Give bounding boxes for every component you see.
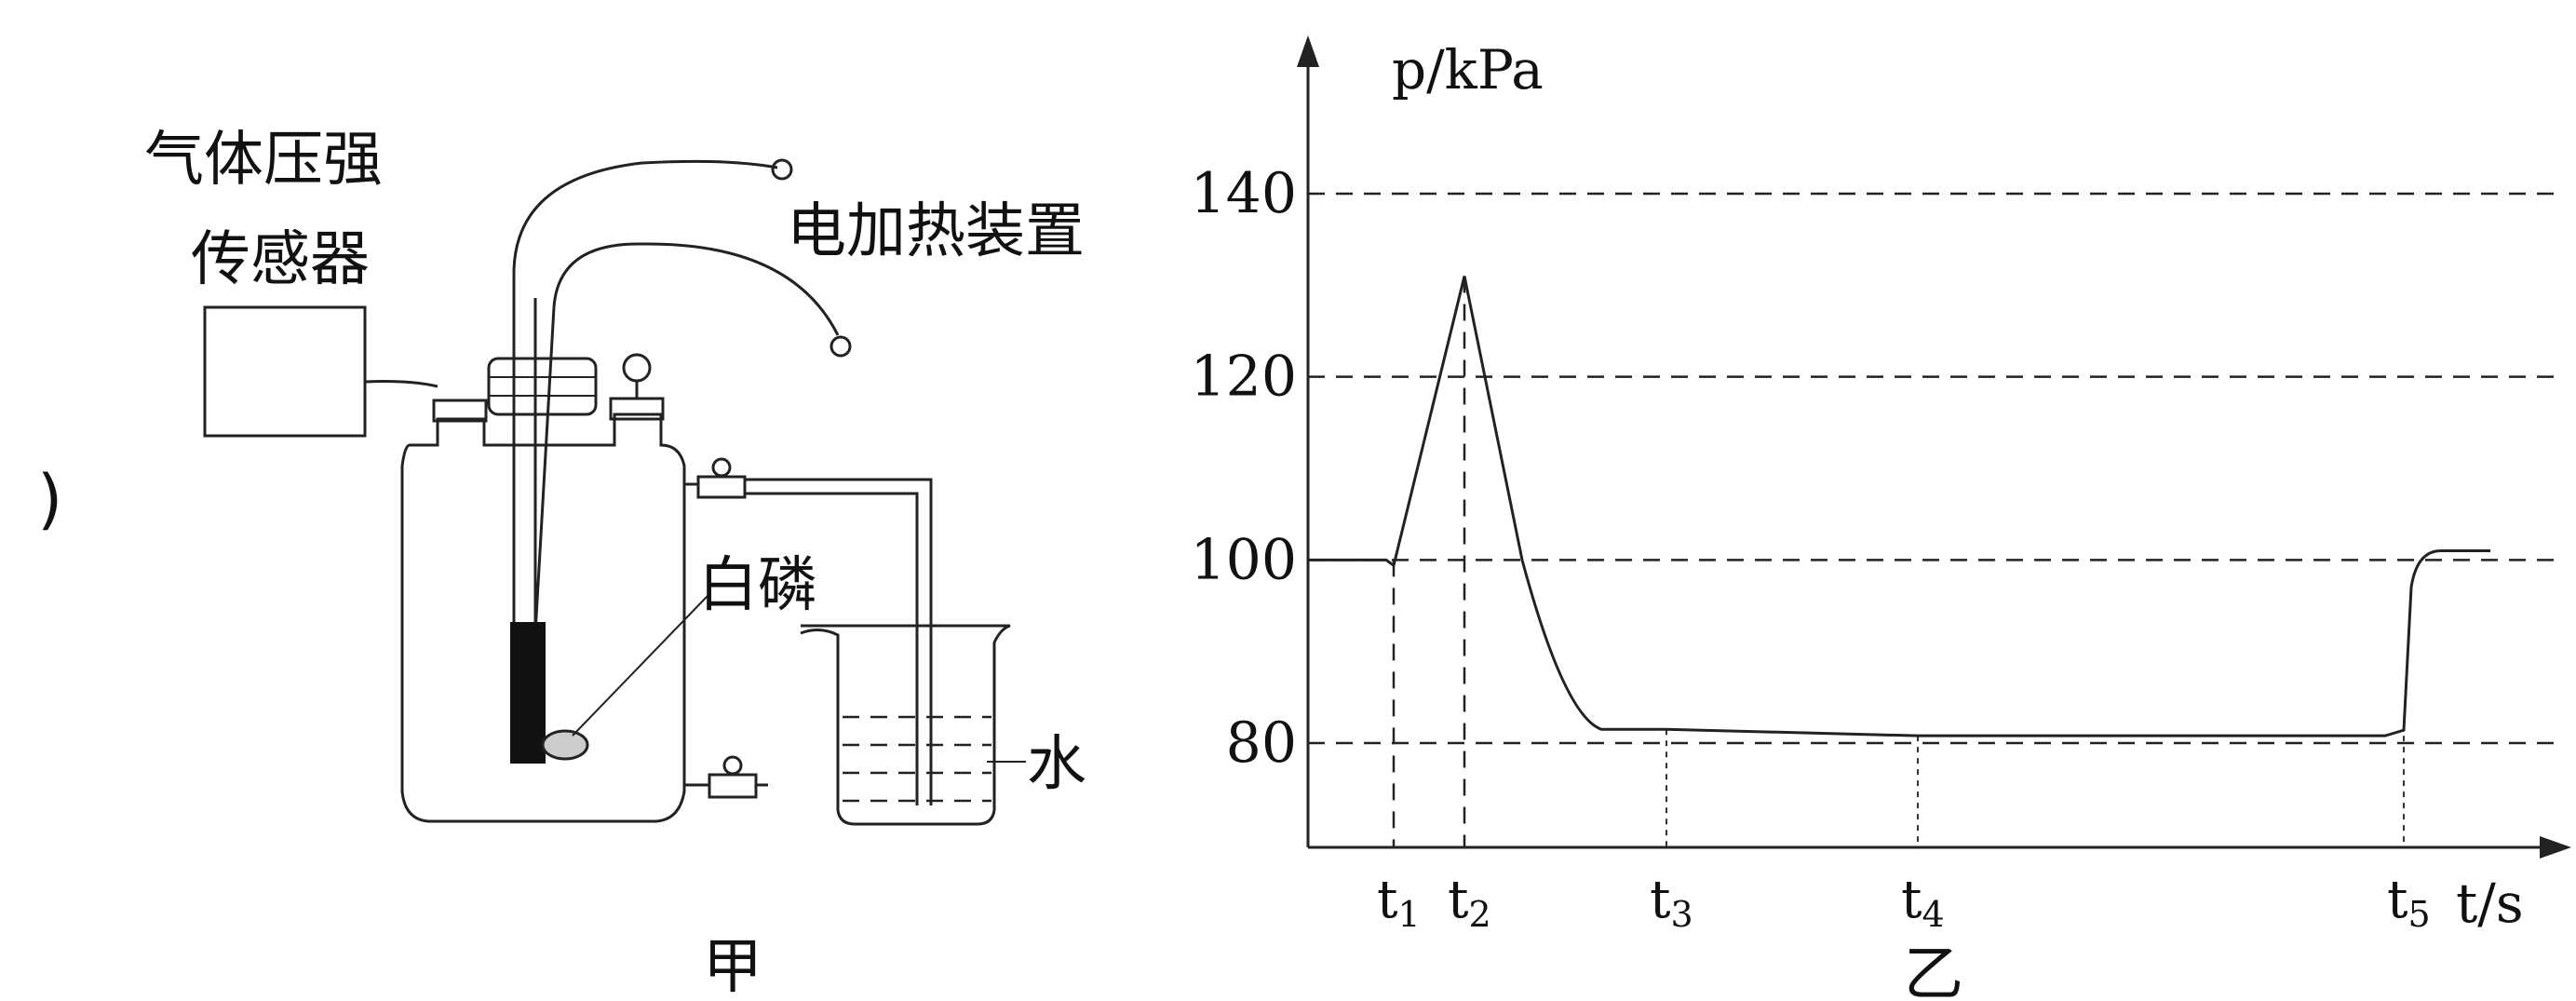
- x-marker-label-t1: t1: [1377, 870, 1421, 935]
- fragment-parenthesis: ): [37, 461, 62, 537]
- phosphorus-pointer: [572, 595, 708, 737]
- rubber-stopper: [487, 357, 598, 416]
- x-markers: t1 t2 t3 t4 t5: [1377, 276, 2431, 935]
- chart-grid: [1308, 192, 2556, 745]
- y-tick-label-140: 140: [1190, 161, 1297, 226]
- heater-wire-1: [512, 159, 778, 307]
- upper-stopcock-knob: [711, 457, 732, 478]
- glass-tube-inner: [745, 492, 919, 805]
- apparatus-caption: 甲: [703, 933, 762, 1001]
- x-axis-label: t/s: [2456, 872, 2524, 935]
- sensor-label-line1: 气体压强: [144, 126, 383, 195]
- chart-caption: 乙: [1904, 940, 1963, 1001]
- heater-wire-2-end: [829, 335, 852, 358]
- y-axis-label: p/kPa: [1392, 38, 1544, 101]
- water-label: 水: [1027, 730, 1086, 799]
- lower-stopcock-knob: [722, 755, 743, 776]
- y-axis-arrow: [1297, 35, 1319, 67]
- heating-element: [510, 622, 546, 764]
- y-tick-label-120: 120: [1190, 345, 1297, 410]
- x-marker-label-t4: t4: [1901, 870, 1945, 935]
- x-marker-label-t3: t3: [1650, 870, 1693, 935]
- phosphorus-label: 白磷: [698, 551, 817, 620]
- x-axis-arrow: [2540, 836, 2571, 859]
- y-tick-label-100: 100: [1190, 527, 1297, 592]
- pressure-chart: p/kPa t/s 80 100 120 140 t1 t2 t3 t4 t5 乙: [1190, 35, 2571, 1001]
- upper-stopcock: [696, 475, 747, 499]
- heater-wire-1-end: [771, 158, 793, 181]
- lower-stopcock: [708, 773, 758, 799]
- pressure-sensor-box: [203, 305, 367, 438]
- white-phosphorus: [541, 729, 589, 761]
- x-marker-label-t2: t2: [1448, 870, 1491, 935]
- wide-mouth-bottle: [400, 413, 686, 823]
- y-tick-label-80: 80: [1226, 710, 1297, 776]
- sensor-label-line2: 传感器: [191, 225, 370, 294]
- left-neck: [432, 399, 488, 423]
- y-tick-labels: 80 100 120 140: [1190, 161, 1297, 776]
- apparatus-diagram: 气体压强 传感器 电加热装置 白磷: [144, 126, 1086, 1001]
- sensor-cable: [364, 380, 438, 388]
- glass-tube-outer: [745, 478, 933, 805]
- pressure-curve: [1308, 276, 2490, 737]
- heater-rod-3: [533, 306, 556, 634]
- beaker: [800, 624, 1011, 826]
- right-neck-knob: [622, 353, 652, 383]
- x-marker-label-t5: t5: [2387, 870, 2431, 935]
- heater-label: 电加热装置: [787, 197, 1085, 266]
- right-neck: [609, 397, 665, 421]
- heater-wire-2: [552, 242, 840, 336]
